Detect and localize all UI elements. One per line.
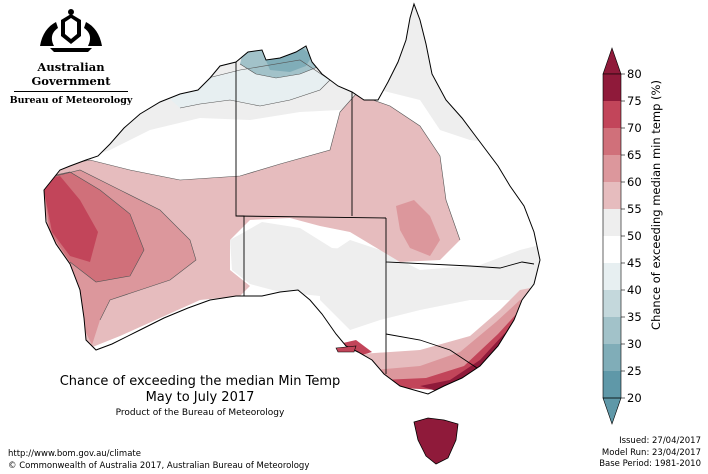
zone-60-65-southeast [360, 286, 540, 388]
legend-arrow-bottom [602, 397, 622, 425]
legend-swatch [603, 344, 621, 372]
legend-tick-label: 55 [627, 202, 642, 216]
legend-swatch [603, 74, 621, 102]
legend-swatch [603, 317, 621, 345]
footer-left: http://www.bom.gov.au/climate © Commonwe… [8, 448, 309, 472]
legend-tick-label: 30 [627, 337, 642, 351]
nt-sa-border [235, 215, 387, 219]
logo-divider [14, 91, 128, 92]
bureau-name: Bureau of Meteorology [9, 95, 133, 106]
australia-coastline [43, 2, 541, 395]
government-title: Australian Government [31, 60, 111, 88]
zone-65-70-qld [396, 200, 440, 256]
footer-right: Issued: 27/04/2017 Model Run: 23/04/2017… [599, 436, 701, 471]
zone-25-30-north [264, 46, 312, 72]
legend-title: Chance of exceeding median min temp (%) [649, 80, 663, 330]
legend-tick-label: 60 [627, 175, 642, 189]
government-logo: Australian Government Bureau of Meteorol… [8, 8, 134, 106]
legend-swatch [603, 128, 621, 156]
legend-swatch [603, 155, 621, 183]
kangaroo-island [335, 345, 357, 353]
legend-tick-label: 25 [627, 364, 642, 378]
map-title: Chance of exceeding the median Min Temp [59, 374, 341, 389]
coat-of-arms-icon [40, 9, 102, 52]
legend-tick-label: 20 [627, 391, 642, 405]
zone-65-70-southeast [374, 300, 540, 388]
legend-swatch [603, 209, 621, 237]
legend-tick-label: 40 [627, 283, 642, 297]
legend-tick-label: 65 [627, 148, 642, 162]
legend-colorbar [602, 47, 622, 425]
legend-arrow-top [602, 47, 622, 75]
legend-swatch [603, 101, 621, 129]
legend-swatch [603, 371, 621, 399]
legend-tick-label: 75 [627, 94, 642, 108]
legend-tick-label: 35 [627, 310, 642, 324]
contour-lines [44, 33, 461, 321]
map-period: May to July 2017 [145, 390, 255, 405]
zone-75-80-west [44, 176, 98, 262]
legend-swatch [603, 236, 621, 264]
tasmania [413, 417, 459, 465]
legend-tick-label: 80 [627, 67, 642, 81]
legend-tick-label: 70 [627, 121, 642, 135]
base-period: Base Period: 1981-2010 [599, 459, 701, 469]
map-caption: Chance of exceeding the median Min Temp … [0, 374, 400, 420]
legend-tick-label: 50 [627, 229, 642, 243]
footer-url[interactable]: http://www.bom.gov.au/climate [8, 449, 141, 459]
legend-swatch [603, 182, 621, 210]
issued-date: Issued: 27/04/2017 [619, 436, 701, 446]
product-note: Product of the Bureau of Meteorology [115, 408, 285, 418]
legend-ticks: 80 75 70 65 60 55 50 45 40 35 30 25 20 [621, 67, 642, 405]
qld-nsw-border [385, 218, 535, 269]
legend-swatch [603, 290, 621, 318]
legend-swatch [603, 263, 621, 291]
zone-55-60-centre [230, 222, 384, 300]
legend-tick-label: 45 [627, 256, 642, 270]
footer-copyright: © Commonwealth of Australia 2017, Austra… [8, 461, 310, 471]
model-run-date: Model Run: 23/04/2017 [601, 447, 701, 458]
